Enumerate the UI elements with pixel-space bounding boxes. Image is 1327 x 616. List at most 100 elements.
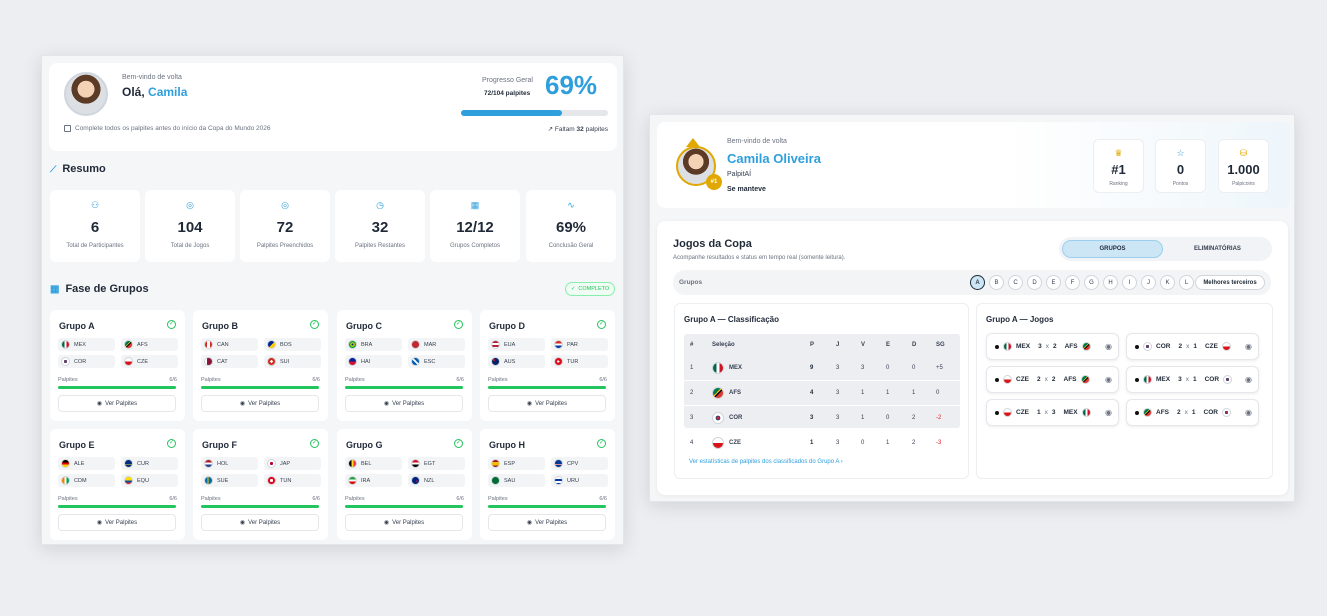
match-card[interactable]: MEX 3 x 1 COR ◉	[1126, 366, 1259, 393]
team-chip: ALE	[58, 457, 115, 470]
view-palpites-button[interactable]: ◉ Ver Palpites	[201, 514, 319, 531]
group-letter-i[interactable]: I	[1122, 275, 1137, 290]
group-letter-b[interactable]: B	[989, 275, 1004, 290]
cell-d: 1	[912, 390, 916, 396]
status-dot	[1135, 344, 1139, 349]
status-dot	[1135, 410, 1139, 415]
group-letter-j[interactable]: J	[1141, 275, 1156, 290]
user-name: Camila Oliveira	[727, 151, 821, 166]
cell-j: 3	[836, 365, 840, 371]
eye-icon[interactable]: ◉	[1105, 375, 1112, 384]
group-letter-e[interactable]: E	[1046, 275, 1061, 290]
flag-bel-icon	[348, 459, 357, 468]
group-letter-c[interactable]: C	[1008, 275, 1023, 290]
view-palpites-label: Ver Palpites	[248, 400, 281, 407]
tab-knockout[interactable]: ELIMINATÓRIAS	[1194, 246, 1241, 252]
eye-icon[interactable]: ◉	[1105, 408, 1112, 417]
team-code: CPV	[567, 460, 579, 467]
summary-title: Resumo	[62, 163, 106, 175]
match-card[interactable]: MEX 3 x 2 AFS ◉	[986, 333, 1119, 360]
eye-icon[interactable]: ◉	[1245, 342, 1252, 351]
eye-icon[interactable]: ◉	[1245, 408, 1252, 417]
flag-afs-icon	[1143, 408, 1152, 417]
team-code: ESP	[504, 460, 516, 467]
remaining-note: ↗ Faltam 32 palpites	[548, 125, 608, 133]
rank-badge: #1	[706, 174, 722, 190]
group-card: Grupo G ✓ BEL EGT IRA NZL Palpites 6/6 ◉ Ver Palp…	[337, 429, 472, 540]
games-subtitle: Acompanhe resultados e status em tempo r…	[673, 255, 846, 261]
team-chip: AFS	[121, 338, 178, 351]
cell-e: 0	[886, 415, 890, 421]
home-score: 2	[1178, 343, 1183, 350]
view-palpites-button[interactable]: ◉ Ver Palpites	[345, 514, 463, 531]
target-icon: ◎	[281, 200, 289, 210]
eye-icon[interactable]: ◉	[1245, 375, 1252, 384]
users-icon: ⚇	[90, 200, 100, 210]
flag-cor-icon	[1223, 375, 1233, 384]
away-score: 1	[1191, 409, 1196, 416]
match-card[interactable]: CZE 2 x 2 AFS ◉	[986, 366, 1119, 393]
team-code: MEX	[74, 341, 86, 348]
view-palpites-button[interactable]: ◉ Ver Palpites	[58, 395, 176, 412]
group-title: Grupo B	[202, 321, 238, 331]
group-card: Grupo A ✓ MEX AFS COR CZE Palpites 6/6 ◉ Ver Palp…	[50, 310, 185, 421]
flag-mex-icon	[1143, 375, 1152, 384]
remaining-count: 32	[576, 126, 584, 133]
team-code: MEX	[729, 365, 743, 371]
points-box: ☆ 0 Pontos	[1155, 139, 1206, 193]
check-circle-icon: ✓	[570, 286, 576, 292]
stats-link[interactable]: Ver estatísticas de palpites dos classif…	[689, 459, 843, 465]
standings-card: Grupo A — Classificação # Seleção P J V E D SG …	[674, 303, 969, 479]
groups-heading: ▦ Fase de Grupos	[50, 283, 149, 295]
view-palpites-button[interactable]: ◉ Ver Palpites	[201, 395, 319, 412]
eye-icon[interactable]: ◉	[1105, 342, 1112, 351]
flag-sui-icon	[267, 357, 276, 366]
match-card[interactable]: COR 2 x 1 CZE ◉	[1126, 333, 1259, 360]
view-palpites-button[interactable]: ◉ Ver Palpites	[488, 514, 606, 531]
view-palpites-button[interactable]: ◉ Ver Palpites	[345, 395, 463, 412]
team-chip: CUR	[121, 457, 178, 470]
group-letter-k[interactable]: K	[1160, 275, 1175, 290]
team-chip: COR	[58, 355, 115, 368]
best-thirds-button[interactable]: Melhores terceiros	[1195, 275, 1265, 290]
group-letter-a[interactable]: A	[970, 275, 985, 290]
points-label: Pontos	[1172, 181, 1189, 187]
palpites-progress-bar	[488, 505, 606, 508]
match-card[interactable]: CZE 1 x 3 MEX ◉	[986, 399, 1119, 426]
stat-value: 6	[90, 219, 100, 236]
group-card: Grupo B ✓ CAN BOS CAT SUI Palpites 6/6 ◉ Ver Palp…	[193, 310, 328, 421]
group-letter-h[interactable]: H	[1103, 275, 1118, 290]
cell-sg: 0	[936, 390, 940, 396]
group-letter-f[interactable]: F	[1065, 275, 1080, 290]
group-card: Grupo E ✓ ALE CUR CDM EQU Palpites 6/6 ◉ Ver Palp…	[50, 429, 185, 540]
team-code: CDM	[74, 477, 87, 484]
palpites-label: Palpites	[345, 496, 365, 502]
view-palpites-label: Ver Palpites	[105, 519, 138, 526]
grid-icon: ▦	[50, 283, 60, 295]
team-code: SAU	[504, 477, 516, 484]
group-letter-d[interactable]: D	[1027, 275, 1042, 290]
team-code: ALE	[74, 460, 85, 467]
home-score: 1	[1037, 409, 1041, 416]
flag-egt-icon	[411, 459, 420, 468]
view-palpites-button[interactable]: ◉ Ver Palpites	[58, 514, 176, 531]
team-chip: TUN	[264, 474, 321, 487]
away-score: 2	[1052, 343, 1057, 350]
palpites-label: Palpites	[58, 496, 78, 502]
score-separator: x	[1186, 343, 1190, 350]
palpites-label: Palpites	[488, 377, 508, 383]
tab-groups[interactable]: GRUPOS	[1062, 240, 1163, 258]
team-code: CUR	[137, 460, 149, 467]
profile-header: #1 Bem-vindo de volta Camila Oliveira Pa…	[657, 122, 1290, 208]
user-name: Camila	[148, 85, 188, 99]
activity-icon: ∿	[567, 200, 575, 210]
view-palpites-label: Ver Palpites	[392, 519, 425, 526]
flag-cur-icon	[124, 459, 133, 468]
match-card[interactable]: AFS 2 x 1 COR ◉	[1126, 399, 1259, 426]
group-card: Grupo D ✓ EUA PAR AUS TUR Palpites 6/6 ◉ Ver Palp…	[480, 310, 615, 421]
team-code: CAT	[217, 358, 228, 365]
group-letter-g[interactable]: G	[1084, 275, 1099, 290]
group-letter-l[interactable]: L	[1179, 275, 1194, 290]
view-palpites-button[interactable]: ◉ Ver Palpites	[488, 395, 606, 412]
coins-value: 1.000	[1227, 162, 1260, 177]
